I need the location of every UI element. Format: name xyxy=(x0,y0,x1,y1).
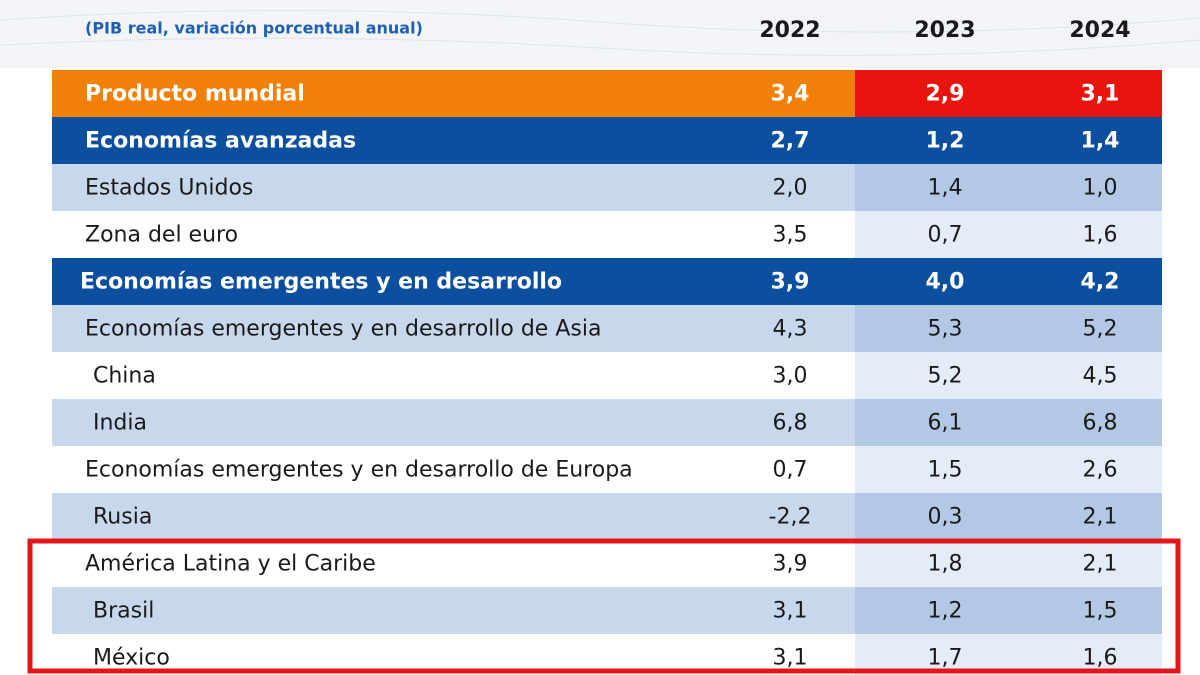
row-label: Economías emergentes y en desarrollo de … xyxy=(85,317,601,342)
row-label: México xyxy=(93,646,170,671)
cell-value: 3,9 xyxy=(773,552,808,577)
cell-value: 5,2 xyxy=(1083,317,1118,342)
cell-value: 2,0 xyxy=(773,176,808,201)
row-label: Zona del euro xyxy=(85,223,238,248)
cell-value: 2,7 xyxy=(771,129,810,154)
column-background xyxy=(855,164,1162,211)
highlight-box xyxy=(27,538,1181,674)
cell-value: 3,1 xyxy=(1081,82,1120,107)
subtitle: (PIB real, variación porcentual anual) xyxy=(85,19,423,38)
cell-value: 3,0 xyxy=(773,364,808,389)
cell-value: 1,6 xyxy=(1083,223,1118,248)
column-background xyxy=(855,211,1162,258)
column-background xyxy=(855,70,1162,117)
column-background xyxy=(855,305,1162,352)
row-label: Economías avanzadas xyxy=(85,129,356,154)
row-label: Estados Unidos xyxy=(85,176,253,201)
column-background xyxy=(855,446,1162,493)
column-background xyxy=(855,587,1162,634)
row-label: Rusia xyxy=(93,505,152,530)
year-header: 2024 xyxy=(1069,18,1130,43)
cell-value: 4,3 xyxy=(773,317,808,342)
cell-value: 6,8 xyxy=(773,411,808,436)
row-label: Economías emergentes y en desarrollo xyxy=(80,270,562,295)
cell-value: 1,2 xyxy=(926,129,965,154)
cell-value: 0,7 xyxy=(928,223,963,248)
column-background xyxy=(855,352,1162,399)
cell-value: 0,7 xyxy=(773,458,808,483)
cell-value: 1,6 xyxy=(1083,646,1118,671)
cell-value: 6,8 xyxy=(1083,411,1118,436)
cell-value: 2,1 xyxy=(1083,552,1118,577)
row-label: China xyxy=(93,364,156,389)
column-background xyxy=(855,634,1162,675)
cell-value: 4,0 xyxy=(926,270,965,295)
cell-value: 1,5 xyxy=(928,458,963,483)
cell-value: -2,2 xyxy=(769,505,812,530)
cell-value: 3,4 xyxy=(771,82,810,107)
cell-value: 6,1 xyxy=(928,411,963,436)
cell-value: 2,1 xyxy=(1083,505,1118,530)
cell-value: 1,5 xyxy=(1083,599,1118,624)
row-label: Economías emergentes y en desarrollo de … xyxy=(85,458,633,483)
cell-value: 3,1 xyxy=(773,599,808,624)
row-label: India xyxy=(93,411,147,436)
cell-value: 1,8 xyxy=(928,552,963,577)
cell-value: 1,2 xyxy=(928,599,963,624)
row-label: Producto mundial xyxy=(85,82,305,107)
cell-value: 1,0 xyxy=(1083,176,1118,201)
row-label: Brasil xyxy=(93,599,154,624)
cell-value: 1,4 xyxy=(1081,129,1120,154)
cell-value: 0,3 xyxy=(928,505,963,530)
cell-value: 4,2 xyxy=(1081,270,1120,295)
column-background xyxy=(855,540,1162,587)
year-header: 2022 xyxy=(759,18,820,43)
cell-value: 3,5 xyxy=(773,223,808,248)
row-label: América Latina y el Caribe xyxy=(85,552,376,577)
header-decoration xyxy=(0,9,1200,56)
cell-value: 2,6 xyxy=(1083,458,1118,483)
column-background xyxy=(855,493,1162,540)
year-header: 2023 xyxy=(914,18,975,43)
column-background xyxy=(855,117,1162,164)
column-background xyxy=(855,258,1162,305)
cell-value: 3,1 xyxy=(773,646,808,671)
column-background xyxy=(855,399,1162,446)
rows: Producto mundial 3,4 2,9 3,1 Economías avanz… xyxy=(52,70,1162,675)
cell-value: 3,9 xyxy=(771,270,810,295)
cell-value: 4,5 xyxy=(1083,364,1118,389)
cell-value: 1,4 xyxy=(928,176,963,201)
cell-value: 5,2 xyxy=(928,364,963,389)
cell-value: 5,3 xyxy=(928,317,963,342)
cell-value: 1,7 xyxy=(928,646,963,671)
cell-value: 2,9 xyxy=(926,82,965,107)
